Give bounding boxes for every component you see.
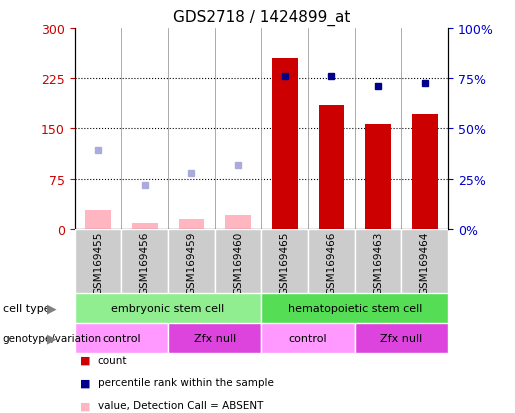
Text: GSM169455: GSM169455 (93, 231, 103, 294)
Text: GSM169460: GSM169460 (233, 231, 243, 294)
Bar (75, 229, 122, 293)
Bar (122, 229, 168, 293)
Text: control: control (102, 333, 141, 343)
Text: genotype/variation: genotype/variation (3, 333, 101, 343)
Title: GDS2718 / 1424899_at: GDS2718 / 1424899_at (173, 10, 350, 26)
Bar (261, 293, 448, 323)
Bar (261, 323, 355, 353)
Text: ■: ■ (80, 400, 90, 410)
Bar (272, 59, 298, 229)
Bar (355, 229, 401, 293)
Text: GSM169466: GSM169466 (327, 231, 336, 294)
Bar (412, 114, 438, 229)
Text: ▶: ▶ (47, 301, 57, 315)
Bar (85, 211, 111, 229)
Bar (215, 229, 261, 293)
Text: ■: ■ (80, 355, 90, 365)
Text: Zfx null: Zfx null (194, 333, 236, 343)
Text: GSM169459: GSM169459 (186, 231, 196, 294)
Bar (261, 229, 308, 293)
Bar (75, 323, 168, 353)
Text: hematopoietic stem cell: hematopoietic stem cell (287, 303, 422, 313)
Text: embryonic stem cell: embryonic stem cell (111, 303, 225, 313)
Bar (319, 106, 344, 229)
Bar (132, 224, 158, 229)
Text: value, Detection Call = ABSENT: value, Detection Call = ABSENT (98, 400, 263, 410)
Text: percentile rank within the sample: percentile rank within the sample (98, 377, 274, 387)
Text: count: count (98, 355, 127, 365)
Bar (225, 216, 251, 229)
Bar (401, 229, 448, 293)
Text: ▶: ▶ (47, 331, 57, 344)
Bar (308, 229, 355, 293)
Bar (168, 229, 215, 293)
Text: cell type: cell type (3, 303, 50, 313)
Bar (75, 293, 261, 323)
Text: ■: ■ (80, 377, 90, 387)
Bar (179, 219, 204, 229)
Bar (355, 323, 448, 353)
Text: control: control (289, 333, 328, 343)
Text: GSM169465: GSM169465 (280, 231, 290, 294)
Bar (365, 124, 391, 229)
Text: GSM169464: GSM169464 (420, 231, 430, 294)
Text: Zfx null: Zfx null (380, 333, 422, 343)
Bar (168, 323, 261, 353)
Text: GSM169456: GSM169456 (140, 231, 150, 294)
Text: GSM169463: GSM169463 (373, 231, 383, 294)
